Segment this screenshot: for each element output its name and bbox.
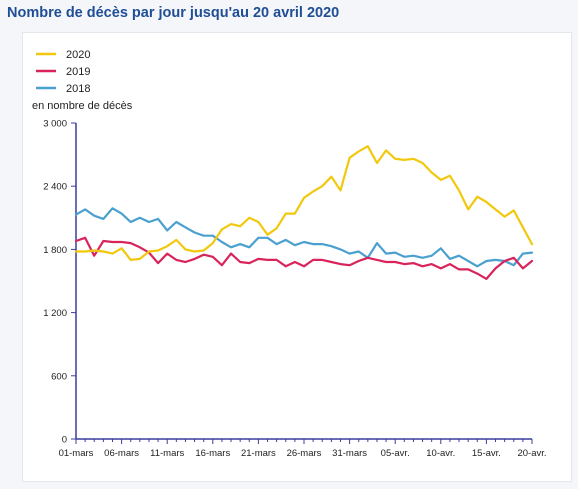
page-title: Nombre de décès par jour jusqu'au 20 avr… <box>7 5 340 21</box>
x-tick-label: 01-mars <box>59 448 94 459</box>
legend-label-2018: 2018 <box>66 83 90 95</box>
legend-label-2020: 2020 <box>66 49 90 61</box>
y-tick-label: 600 <box>51 371 67 382</box>
x-tick-label: 21-mars <box>241 448 276 459</box>
x-tick-label: 31-mars <box>332 448 367 459</box>
x-tick-label: 11-mars <box>150 448 184 459</box>
x-tick-label: 06-mars <box>104 448 139 459</box>
x-tick-label: 15-avr. <box>472 448 501 459</box>
x-tick-label: 26-mars <box>287 448 322 459</box>
y-tick-label: 2 400 <box>43 182 67 193</box>
x-axis: 01-mars 06-mars 11-mars 16-mars 21-mars 26-ma… <box>59 438 547 459</box>
y-axis-label: en nombre de décès <box>32 100 133 112</box>
x-tick-label: 16-mars <box>195 448 230 459</box>
chart-panel <box>22 32 572 482</box>
x-tick-label: 20-avr. <box>517 448 546 459</box>
series-line-2018 <box>74 207 534 268</box>
series-group <box>74 145 534 280</box>
x-tick-label: 05-avr. <box>381 448 410 459</box>
y-axis: 0 600 1 200 1 800 2 400 3 000 <box>43 119 77 446</box>
y-tick-label: 1 800 <box>43 245 67 256</box>
y-tick-label: 0 <box>62 435 67 446</box>
y-tick-label: 1 200 <box>43 308 67 319</box>
series-line-2020 <box>74 145 534 261</box>
series-line-2019 <box>74 236 534 280</box>
x-tick-label: 10-avr. <box>426 448 455 459</box>
legend-label-2019: 2019 <box>66 66 90 78</box>
y-tick-label: 3 000 <box>43 119 67 130</box>
legend: 2020 2019 2018 <box>36 49 90 95</box>
